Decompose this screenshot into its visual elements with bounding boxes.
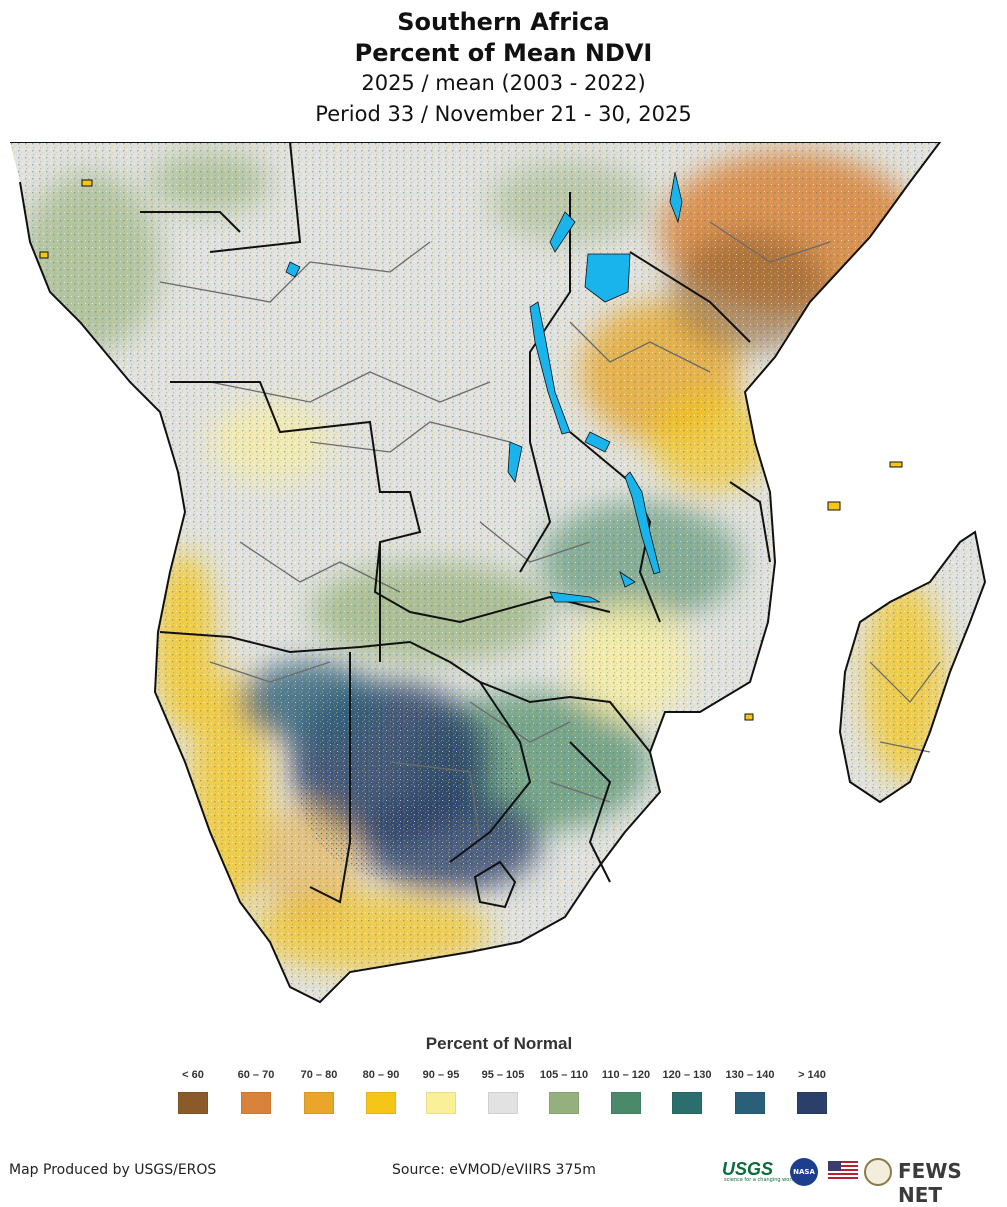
legend-item: < 60 [158,1068,228,1114]
legend-label: 130 – 140 [725,1069,775,1081]
legend-swatch [611,1092,641,1114]
legend-label: 80 – 90 [362,1069,400,1081]
legend-swatch [735,1092,765,1114]
legend-label: 70 – 80 [300,1069,338,1081]
legend-label: 90 – 95 [422,1069,460,1081]
us-flag-icon [828,1161,858,1181]
comparison-subtitle: 2025 / mean (2003 - 2022) [361,71,646,95]
legend-label: 110 – 120 [601,1069,651,1081]
admin-boundaries [159,221,941,843]
lake-mweru [507,441,523,483]
lakes [285,171,683,603]
lake-kariba [549,591,601,603]
usgs-logo: USGS [722,1159,774,1179]
islands [39,179,903,721]
island-sao-tome [39,251,49,259]
legend-item: 60 – 70 [221,1068,291,1114]
legend-swatch [549,1092,579,1114]
legend-item: 130 – 140 [715,1068,785,1114]
state-department-seal-icon [864,1158,892,1186]
usgs-tagline: science for a changing world [724,1177,796,1183]
nasa-logo: NASA [790,1158,818,1186]
island-bioko [81,179,93,187]
legend-label: < 60 [182,1069,204,1081]
island-europa [744,713,754,721]
data-source: Source: eVMOD/eVIIRS 375m [392,1162,596,1178]
legend-item: 105 – 110 [529,1068,599,1114]
legend-item: 90 – 95 [406,1068,476,1114]
legend: < 60 60 – 70 70 – 80 80 – 90 90 – 95 95 … [164,1068,844,1118]
lake-victoria [584,253,631,303]
legend-item: 95 – 105 [468,1068,538,1114]
product-title: Percent of Mean NDVI [354,39,653,67]
legend-item: 110 – 120 [591,1068,661,1114]
legend-swatch [672,1092,702,1114]
legend-swatch [366,1092,396,1114]
legend-label: 60 – 70 [237,1069,275,1081]
country-borders [10,142,987,1004]
legend-item: 70 – 80 [284,1068,354,1114]
legend-swatch [488,1092,518,1114]
ndvi-map [10,142,987,1004]
period-subtitle: Period 33 / November 21 - 30, 2025 [315,102,692,126]
map-title-block: Southern Africa Percent of Mean NDVI 202… [0,6,1007,130]
legend-swatch [178,1092,208,1114]
lake-rukwa [584,431,611,453]
legend-label: 120 – 130 [662,1069,712,1081]
legend-label: 95 – 105 [481,1069,525,1081]
lake-tanganyika [529,301,571,435]
legend-item: 120 – 130 [652,1068,722,1114]
lake-cahora-bassa [619,571,636,588]
lake-mai-ndombe [285,261,301,278]
legend-swatch [797,1092,827,1114]
legend-swatch [426,1092,456,1114]
region-title: Southern Africa [397,8,610,36]
fews-net-logo: FEWS NET [898,1159,962,1207]
lake-albert [549,211,576,253]
legend-swatch [304,1092,334,1114]
lake-malawi [624,471,661,575]
lake-turkana [669,171,683,224]
island-seychelles [889,461,903,468]
legend-item: 80 – 90 [346,1068,416,1114]
agency-logos: USGS science for a changing world NASA F… [722,1155,1000,1207]
island-comoros [827,501,841,511]
legend-label: > 140 [798,1069,826,1081]
ndvi-raster [10,142,985,1002]
legend-swatch [241,1092,271,1114]
legend-title: Percent of Normal [425,1034,573,1053]
producer-credit: Map Produced by USGS/EROS [9,1162,217,1178]
legend-label: 105 – 110 [539,1069,589,1081]
legend-item: > 140 [777,1068,847,1114]
